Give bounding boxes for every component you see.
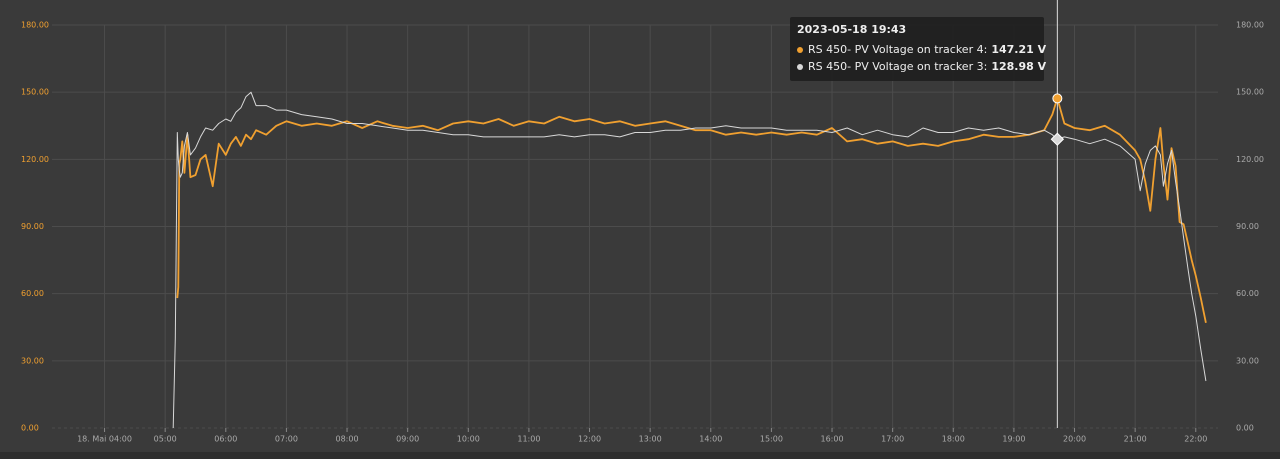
x-tick-label: 08:00: [336, 435, 359, 444]
y2-tick-label: 150.00: [1236, 88, 1264, 97]
tooltip-separator: :: [984, 43, 988, 56]
y2-tick-label: 180.00: [1236, 21, 1264, 30]
scrollbar-track: [0, 452, 1280, 459]
x-tick-label: 18:00: [942, 435, 965, 444]
x-tick-label: 21:00: [1124, 435, 1147, 444]
tooltip-item: RS 450- PV Voltage on tracker 3: 128.98 V: [808, 60, 1047, 73]
series-line: [172, 91, 1207, 429]
x-tick-label: 13:00: [639, 435, 662, 444]
y2-tick-label: 0.00: [1236, 424, 1254, 433]
y-tick-label: 180.00: [21, 21, 49, 30]
x-tick-label: 09:00: [396, 435, 419, 444]
y2-tick-label: 90.00: [1236, 222, 1259, 231]
y-tick-label: 120.00: [21, 155, 49, 164]
tooltip-bullet: [797, 64, 803, 70]
series-line: [176, 97, 1207, 323]
x-tick-label: 19:00: [1002, 435, 1025, 444]
x-tick-label: 10:00: [457, 435, 480, 444]
x-tick-label: 12:00: [578, 435, 601, 444]
x-tick-label: 17:00: [881, 435, 904, 444]
tooltip-value: 147.21 V: [991, 43, 1046, 56]
y-tick-label: 30.00: [21, 356, 44, 365]
x-tick-label: 05:00: [154, 435, 177, 444]
hover-marker: [1052, 93, 1063, 104]
tooltip-box: [790, 17, 1044, 81]
y2-tick-label: 30.00: [1236, 356, 1259, 365]
tooltip-series-name: RS 450- PV Voltage on tracker 3: [808, 60, 984, 73]
tooltip: 2023-05-18 19:43 RS 450- PV Voltage on tr…: [790, 17, 1047, 81]
y2-tick-label: 60.00: [1236, 289, 1259, 298]
x-tick-label: 11:00: [517, 435, 540, 444]
tooltip-separator: :: [984, 60, 988, 73]
x-tick-label: 06:00: [214, 435, 237, 444]
y-tick-label: 150.00: [21, 88, 49, 97]
tooltip-title: 2023-05-18 19:43: [797, 23, 906, 36]
x-tick-label: 07:00: [275, 435, 298, 444]
y-tick-label: 90.00: [21, 222, 44, 231]
x-tick-label: 14:00: [699, 435, 722, 444]
tooltip-bullet: [797, 47, 803, 53]
y2-tick-label: 120.00: [1236, 155, 1264, 164]
x-tick-label: 15:00: [760, 435, 783, 444]
x-tick-label: 16:00: [820, 435, 843, 444]
x-tick-label: 22:00: [1184, 435, 1207, 444]
tooltip-item: RS 450- PV Voltage on tracker 4: 147.21 V: [808, 43, 1047, 56]
tooltip-value: 128.98 V: [991, 60, 1046, 73]
y-tick-label: 60.00: [21, 289, 44, 298]
tooltip-series-name: RS 450- PV Voltage on tracker 4: [808, 43, 984, 56]
hover-marker: [1050, 132, 1065, 146]
x-tick-label: 18. Mai 04:00: [77, 435, 132, 444]
x-tick-label: 20:00: [1063, 435, 1086, 444]
y-tick-label: 0.00: [21, 424, 39, 433]
